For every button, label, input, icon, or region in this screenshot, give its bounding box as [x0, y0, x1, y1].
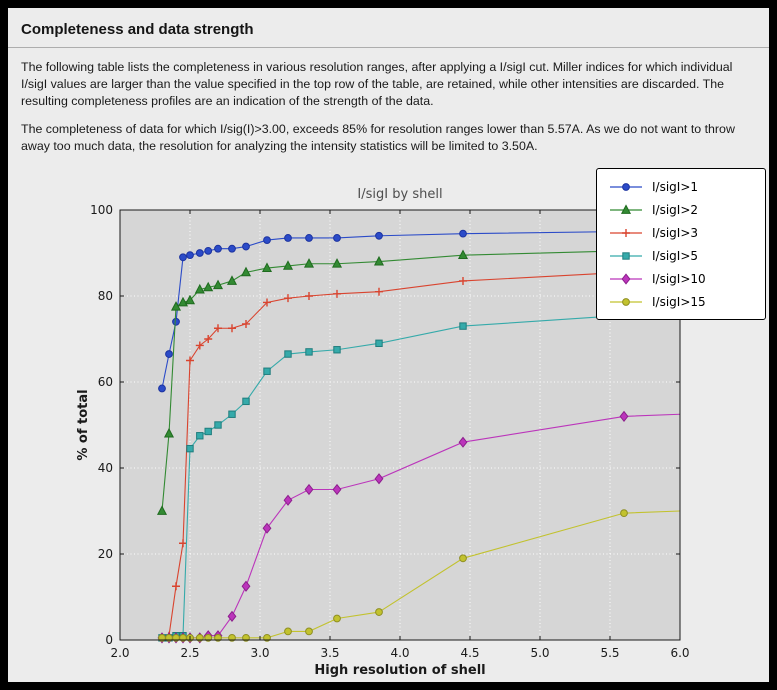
svg-text:3.5: 3.5: [320, 646, 339, 660]
svg-text:2.5: 2.5: [180, 646, 199, 660]
svg-text:40: 40: [98, 461, 113, 475]
chart-legend: I/sigI>1 I/sigI>2 I/sigI>3 I/sigI>5 I/sigI>1…: [596, 168, 766, 320]
legend-line-sample: [610, 297, 642, 306]
svg-text:100: 100: [90, 203, 113, 217]
paragraph-intro: The following table lists the completene…: [21, 60, 733, 109]
svg-text:5.5: 5.5: [600, 646, 619, 660]
legend-line-sample: [610, 228, 642, 237]
legend-label: I/sigI>5: [652, 248, 699, 263]
svg-text:0: 0: [105, 633, 113, 647]
paragraph-conclusion: The completeness of data for which I/sig…: [21, 122, 735, 154]
legend-item: I/sigI>15: [609, 290, 759, 313]
legend-item: I/sigI>5: [609, 244, 759, 267]
completeness-chart: 2.0 2.5 3.0 3.5 4.0 4.5 5.0 5.5 6.0 0 20 40 60 80 100 I…: [76, 187, 690, 678]
legend-line-sample: [610, 182, 642, 191]
legend-line-sample: [610, 251, 642, 260]
legend-label: I/sigI>3: [652, 225, 699, 240]
svg-text:4.5: 4.5: [460, 646, 479, 660]
svg-text:% of total: % of total: [76, 389, 91, 460]
svg-text:20: 20: [98, 547, 113, 561]
legend-label: I/sigI>15: [652, 294, 706, 309]
legend-item: I/sigI>2: [609, 198, 759, 221]
svg-text:2.0: 2.0: [110, 646, 129, 660]
legend-item: I/sigI>3: [609, 221, 759, 244]
legend-label: I/sigI>10: [652, 271, 706, 286]
svg-text:60: 60: [98, 375, 113, 389]
svg-text:3.0: 3.0: [250, 646, 269, 660]
svg-text:I/sigI by shell: I/sigI by shell: [357, 187, 442, 202]
legend-label: I/sigI>2: [652, 202, 699, 217]
svg-text:80: 80: [98, 289, 113, 303]
svg-text:6.0: 6.0: [670, 646, 689, 660]
svg-text:5.0: 5.0: [530, 646, 549, 660]
svg-text:4.0: 4.0: [390, 646, 409, 660]
legend-label: I/sigI>1: [652, 179, 699, 194]
legend-line-sample: [610, 203, 642, 214]
svg-text:High resolution of shell: High resolution of shell: [314, 663, 485, 678]
title-divider: [8, 47, 769, 48]
legend-item: I/sigI>1: [609, 175, 759, 198]
page-title: Completeness and data strength: [21, 21, 254, 38]
legend-item: I/sigI>10: [609, 267, 759, 290]
report-panel: Completeness and data strength The follo…: [8, 8, 769, 682]
legend-line-sample: [610, 272, 642, 285]
